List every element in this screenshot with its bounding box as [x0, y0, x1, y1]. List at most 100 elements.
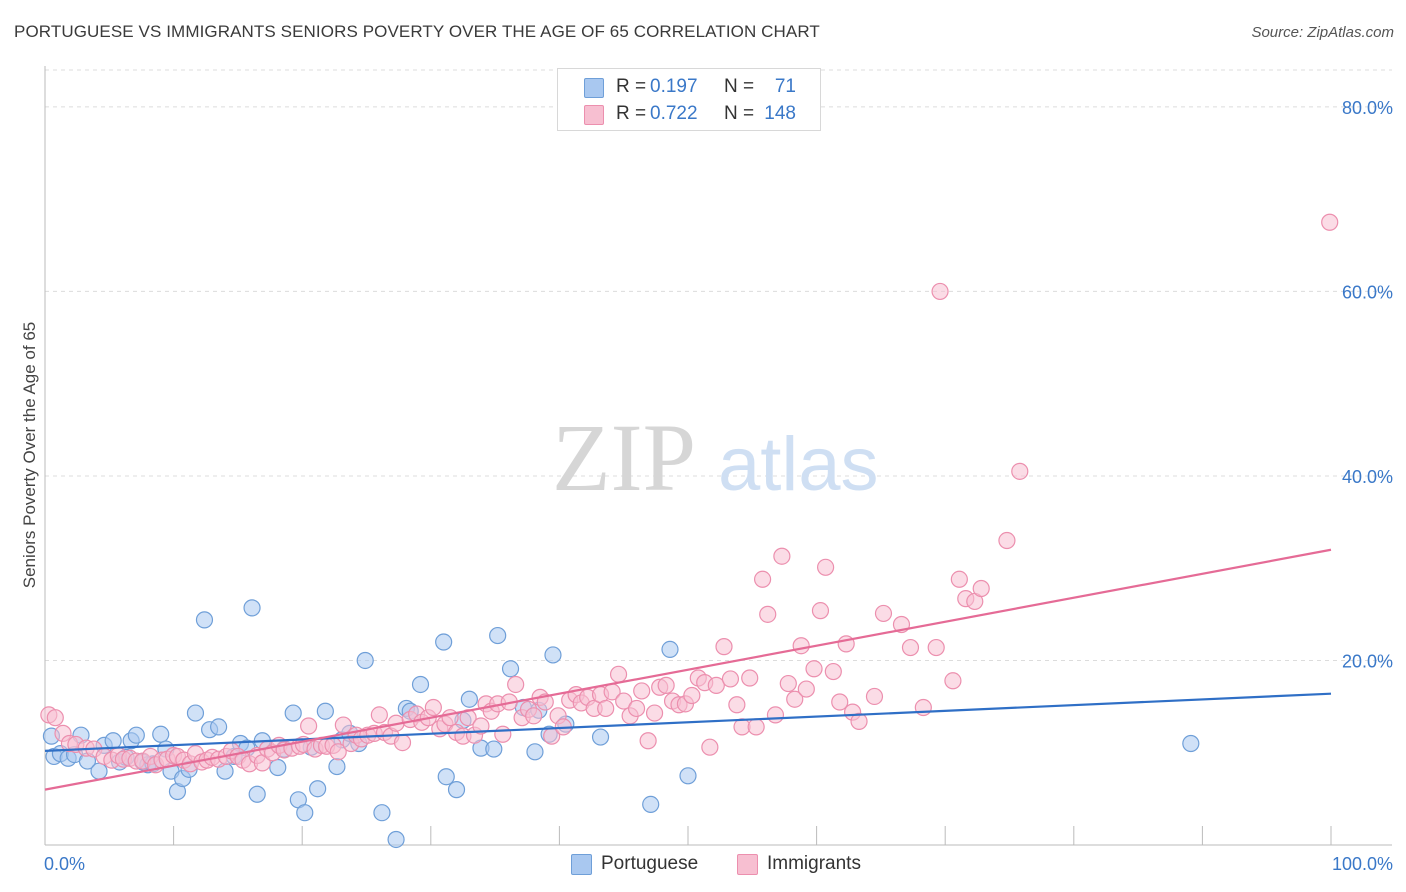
- immigrants-point: [865, 687, 884, 706]
- portuguese-point: [460, 690, 478, 708]
- immigrants-point: [747, 718, 765, 736]
- immigrants-point: [657, 676, 675, 694]
- immigrants-point: [721, 670, 740, 688]
- immigrants-point: [950, 570, 968, 588]
- portuguese-point: [356, 651, 374, 670]
- portuguese-point: [661, 640, 679, 659]
- y-tick-label: 40.0%: [1342, 467, 1393, 487]
- portuguese-point: [195, 611, 214, 629]
- watermark: ZIP atlas: [552, 404, 879, 511]
- immigrants-point: [1011, 462, 1029, 480]
- trend-lines: [44, 548, 1332, 791]
- portuguese-legend-swatch: [571, 854, 592, 875]
- immigrants-point: [786, 690, 804, 708]
- immigrants-point: [944, 672, 962, 690]
- immigrants-point: [715, 638, 733, 656]
- y-tick-label: 80.0%: [1342, 98, 1393, 118]
- immigrants-point: [424, 698, 442, 717]
- legend-row-immigrants: R = 0.722 N = 148: [558, 101, 820, 127]
- immigrants-point: [773, 547, 791, 565]
- immigrants-trend-line: [44, 548, 1332, 791]
- immigrants-point: [46, 709, 64, 727]
- immigrants-point: [797, 680, 815, 698]
- immigrants-point: [707, 676, 725, 694]
- portuguese-point: [485, 740, 503, 758]
- watermark-atlas: atlas: [718, 422, 879, 507]
- immigrants-point: [683, 686, 701, 705]
- portuguese-point: [284, 704, 302, 722]
- portuguese-point: [489, 626, 507, 645]
- immigrants-point: [370, 706, 388, 724]
- portuguese-point: [210, 718, 228, 736]
- portuguese-point: [642, 795, 660, 814]
- portuguese-point: [269, 758, 287, 777]
- immigrants-point: [741, 669, 759, 687]
- immigrants-point: [753, 570, 772, 588]
- immigrants-point: [759, 605, 777, 623]
- portuguese-point: [104, 732, 122, 750]
- immigrants-point: [811, 602, 830, 620]
- immigrants-point: [766, 706, 785, 724]
- portuguese-point: [186, 704, 205, 722]
- immigrants-point: [824, 662, 842, 681]
- y-tick-label: 20.0%: [1342, 651, 1393, 671]
- portuguese-point: [437, 768, 455, 786]
- x-tick-label: 0.0%: [44, 854, 85, 874]
- portuguese-point: [679, 767, 697, 785]
- legend-n-value: 148: [764, 103, 796, 124]
- immigrants-point: [998, 531, 1016, 550]
- legend-r-label: R =: [616, 103, 647, 124]
- legend-r-label: R =: [616, 76, 647, 97]
- immigrants-point: [831, 693, 849, 711]
- immigrants-point: [645, 704, 664, 722]
- immigrants-point: [329, 743, 347, 761]
- legend-label: Portuguese: [601, 853, 699, 874]
- portuguese-point: [243, 599, 261, 617]
- legend-n-label: N =: [724, 76, 755, 97]
- immigrants-point: [615, 692, 633, 710]
- portuguese-point: [447, 781, 466, 799]
- portuguese-point: [387, 830, 405, 849]
- tick-labels: 20.0% 40.0% 60.0% 80.0% 0.0% 100.0%: [44, 98, 1393, 874]
- immigrants-point: [792, 637, 810, 655]
- chart-title: PORTUGUESE VS IMMIGRANTS SENIORS POVERTY…: [14, 22, 820, 41]
- immigrants-swatch: [584, 105, 604, 125]
- chart-source: Source: ZipAtlas.com: [1251, 24, 1394, 41]
- immigrants-point: [627, 699, 646, 718]
- portuguese-point: [373, 804, 391, 822]
- portuguese-point: [526, 743, 544, 761]
- portuguese-trend-line: [44, 692, 1332, 752]
- portuguese-point: [248, 785, 266, 803]
- immigrants-point: [597, 699, 615, 718]
- immigrants-point: [639, 732, 657, 750]
- watermark-zip: ZIP: [552, 404, 696, 511]
- portuguese-point: [411, 675, 430, 694]
- portuguese-point: [1182, 734, 1200, 753]
- legend-label: Immigrants: [767, 853, 861, 874]
- immigrants-point: [525, 707, 543, 725]
- immigrants-point: [300, 717, 318, 735]
- legend-n-value: 71: [774, 76, 796, 97]
- immigrants-point: [507, 675, 525, 694]
- immigrants-point: [633, 682, 651, 700]
- immigrants-point: [805, 660, 823, 678]
- immigrants-point: [850, 712, 868, 730]
- y-tick-label: 60.0%: [1342, 282, 1393, 302]
- portuguese-point: [309, 780, 327, 798]
- portuguese-point: [152, 725, 170, 743]
- immigrants-point: [901, 638, 920, 657]
- portuguese-swatch: [584, 78, 604, 98]
- immigrants-legend-swatch: [737, 854, 758, 875]
- immigrants-point: [779, 674, 797, 693]
- legend-row-portuguese: R = 0.197 N = 71: [558, 74, 820, 100]
- immigrants-point: [931, 282, 949, 301]
- immigrants-point: [609, 665, 628, 683]
- portuguese-point: [544, 646, 562, 664]
- portuguese-point: [90, 762, 108, 780]
- portuguese-point: [591, 728, 610, 746]
- x-tick-label: 100.0%: [1332, 854, 1393, 874]
- portuguese-point: [328, 757, 346, 776]
- immigrants-point: [728, 696, 746, 714]
- grid-lines: [45, 69, 1392, 661]
